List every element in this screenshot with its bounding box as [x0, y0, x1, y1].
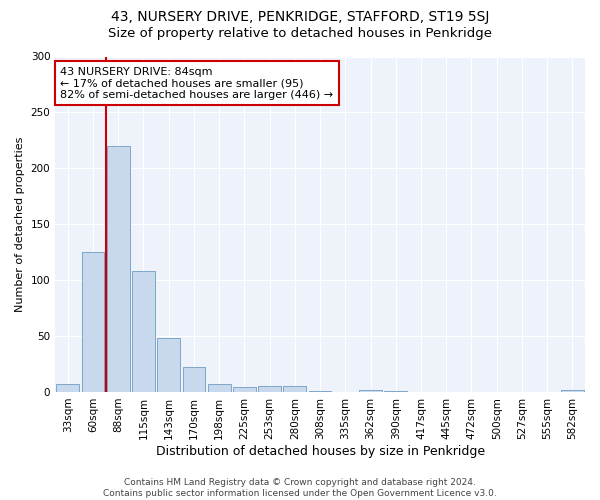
Bar	[82, 252, 104, 392]
Bar	[107, 146, 130, 392]
Bar	[157, 338, 180, 392]
Bar	[208, 384, 230, 392]
Bar	[561, 390, 584, 392]
Text: Contains HM Land Registry data © Crown copyright and database right 2024.
Contai: Contains HM Land Registry data © Crown c…	[103, 478, 497, 498]
Bar	[359, 390, 382, 392]
Bar	[233, 388, 256, 392]
Bar	[56, 384, 79, 392]
Bar	[385, 391, 407, 392]
X-axis label: Distribution of detached houses by size in Penkridge: Distribution of detached houses by size …	[155, 444, 485, 458]
Bar	[258, 386, 281, 392]
Text: 43 NURSERY DRIVE: 84sqm
← 17% of detached houses are smaller (95)
82% of semi-de: 43 NURSERY DRIVE: 84sqm ← 17% of detache…	[61, 66, 334, 100]
Bar	[309, 391, 331, 392]
Y-axis label: Number of detached properties: Number of detached properties	[15, 136, 25, 312]
Text: 43, NURSERY DRIVE, PENKRIDGE, STAFFORD, ST19 5SJ: 43, NURSERY DRIVE, PENKRIDGE, STAFFORD, …	[111, 10, 489, 24]
Text: Size of property relative to detached houses in Penkridge: Size of property relative to detached ho…	[108, 28, 492, 40]
Bar	[132, 271, 155, 392]
Bar	[283, 386, 306, 392]
Bar	[182, 368, 205, 392]
